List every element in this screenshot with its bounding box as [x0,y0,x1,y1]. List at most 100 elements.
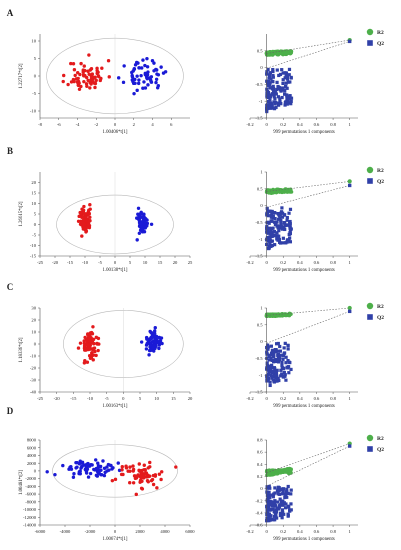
q2-permutation-point [275,237,279,241]
score-point [82,346,87,350]
score-point [156,84,161,88]
q2-permutation-point [280,68,284,72]
q2-permutation-point [269,213,274,217]
y-tick-label: 0 [34,469,37,474]
q2-permutation-point [284,71,289,75]
q2-permutation-point [274,514,278,518]
q2-permutation-point [273,518,277,522]
q2-permutation-point [268,71,272,75]
r2-permutation-point [289,50,293,55]
x-axis-title: 999 permutations 1 components [273,268,335,273]
q2-original-point [347,309,352,314]
legend-r2-marker [366,28,374,36]
r2-permutation-point [287,313,292,318]
q2-permutation-point [288,94,292,98]
score-point [159,336,164,340]
q2-permutation-point [270,234,274,238]
q2-original-point [347,183,352,188]
q2-permutation-point [270,226,274,231]
y-axis-title: 1.22717*t[2] [19,63,24,88]
q2-permutation-point [273,211,277,215]
score-point [87,208,91,212]
panel-label: A [7,8,14,18]
q2-permutation-point [288,80,292,84]
y-tick-label: -2000 [25,476,36,481]
score-point [132,91,136,96]
q2-permutation-point [266,239,270,243]
score-point [96,348,100,353]
q2-permutation-point [277,73,281,78]
x-tick-label: 4000 [160,529,170,534]
q2-permutation-point [272,92,277,96]
q2-permutation-point [268,83,272,87]
y-tick-label: 30 [31,306,36,311]
q2-permutation-point [266,67,270,72]
q2-permutation-point [287,211,291,215]
q2-permutation-point [281,487,286,491]
score-point [148,465,152,469]
y-tick-label: 6000 [27,445,37,450]
score-point [82,64,86,68]
y-tick-label: -5 [32,91,37,96]
q2-permutation-point [287,67,292,72]
score-point [142,230,147,234]
q2-permutation-point [269,344,273,348]
q2-permutation-point [281,510,285,514]
q2-permutation-point [288,360,292,365]
q2-permutation-point [268,86,272,90]
x-tick-label: 0 [114,260,117,265]
q2-permutation-point [281,86,285,90]
q2-permutation-point [265,504,269,508]
q2-permutation-point [274,357,278,362]
q2-permutation-point [274,105,278,109]
q2-permutation-point [267,73,272,77]
q2-permutation-point [276,500,280,504]
y-tick-label: 1 [260,170,263,175]
x-tick-label: 0.6 [314,122,320,127]
q2-permutation-point [271,69,275,74]
q2-permutation-point [268,383,272,388]
q2-permutation-point [266,345,270,349]
q2-permutation-point [284,81,288,85]
y-tick-label: -1 [259,99,264,104]
q2-permutation-point [280,492,285,496]
y-tick-label: -0.2 [255,498,263,503]
score-point [152,340,157,344]
score-point [136,212,140,216]
q2-permutation-point [282,354,286,358]
x-axis-title: 999 permutations 1 components [273,130,335,135]
q2-permutation-point [286,98,290,102]
q2-permutation-point [288,207,293,211]
y-tick-label: -1.5 [255,116,263,121]
x-tick-label: 0.4 [297,396,303,401]
r2-permutation-point [278,188,283,193]
q2-permutation-point [284,84,288,89]
q2-permutation-point [274,510,279,514]
score-point [113,477,118,482]
score-point [111,466,115,470]
q2-permutation-point [277,103,281,107]
score-point [99,473,104,477]
x-tick-label: 20 [173,260,178,265]
score-point [128,465,132,469]
q2-permutation-point [265,374,269,378]
x-axis-title: 999 permutations 1 components [273,404,335,409]
q2-permutation-point [283,223,287,228]
r2-permutation-point [286,189,291,194]
q2-permutation-point [277,507,281,511]
q2-permutation-point [277,229,281,233]
q2-permutation-point [289,492,293,496]
x-tick-label: 0.4 [297,122,303,127]
x-tick-label: 0.2 [280,529,286,534]
q2-permutation-point [283,103,287,107]
q2-permutation-point [285,93,289,97]
score-point [140,66,144,70]
q2-permutation-point [280,516,284,520]
q2-permutation-point [268,209,272,213]
score-point [79,210,83,215]
score-point [86,69,90,73]
q2-permutation-point [288,231,292,235]
y-tick-label: 0.6 [257,450,263,455]
score-point [96,461,100,465]
